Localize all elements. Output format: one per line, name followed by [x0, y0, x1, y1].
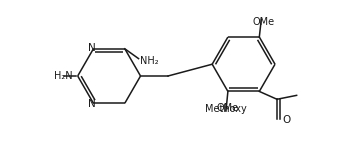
Text: Methoxy: Methoxy	[205, 104, 247, 114]
Text: O: O	[282, 115, 290, 125]
Text: OMe: OMe	[217, 103, 239, 113]
Text: N: N	[88, 43, 95, 53]
Text: NH₂: NH₂	[140, 56, 158, 66]
Text: N: N	[88, 99, 95, 109]
Text: H₂N: H₂N	[54, 71, 73, 81]
Text: OMe: OMe	[252, 17, 274, 27]
